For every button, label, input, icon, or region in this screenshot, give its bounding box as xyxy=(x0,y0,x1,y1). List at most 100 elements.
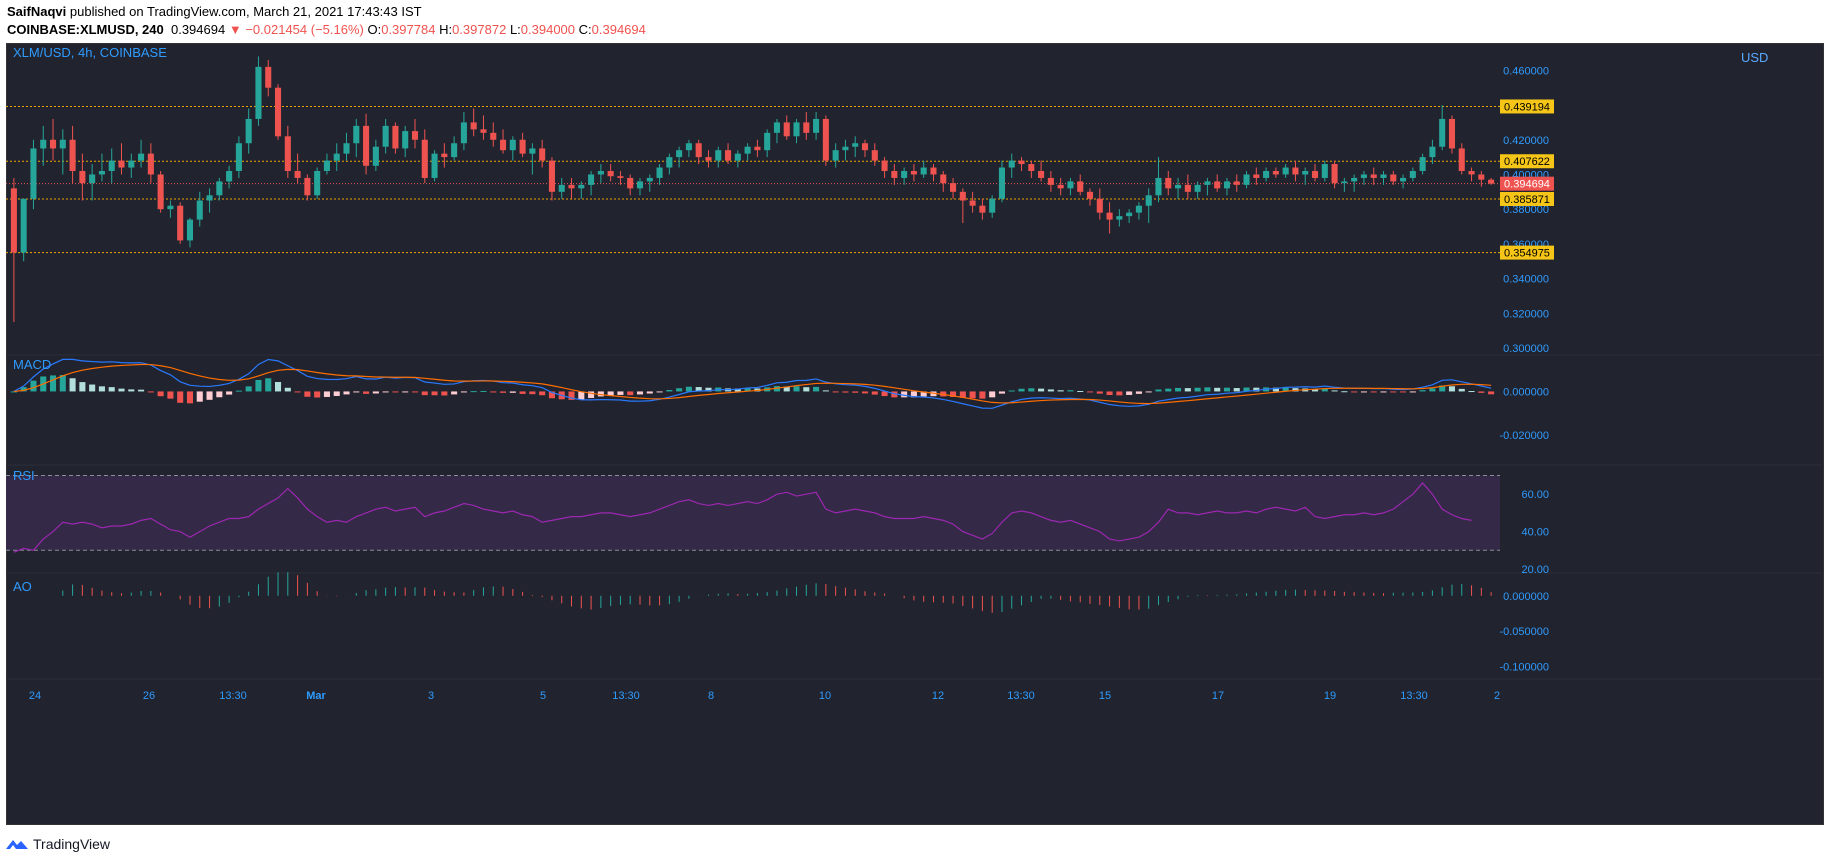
macd-histogram-bar xyxy=(920,391,927,397)
macd-histogram-bar xyxy=(98,386,105,392)
author-name[interactable]: SaifNaqvi xyxy=(7,4,67,19)
candle-body xyxy=(1272,171,1279,175)
currency-unit[interactable]: USD xyxy=(1741,50,1769,65)
candle-body xyxy=(89,174,96,184)
candle-body xyxy=(421,139,428,178)
macd-histogram-bar xyxy=(1439,385,1446,392)
candle-body xyxy=(1165,177,1172,189)
macd-histogram-bar xyxy=(1096,391,1103,394)
macd-histogram-bar xyxy=(773,386,780,392)
candle-body xyxy=(1311,171,1319,178)
macd-histogram-bar xyxy=(881,391,888,397)
candle-body xyxy=(1243,174,1250,185)
macd-histogram-bar xyxy=(1253,387,1260,392)
candle-body xyxy=(1400,177,1407,182)
rsi-title[interactable]: RSI xyxy=(13,468,35,483)
level-price-label: 0.439194 xyxy=(1504,101,1550,113)
chart-title[interactable]: XLM/USD, 4h, COINBASE xyxy=(13,45,167,60)
candle-body xyxy=(1409,171,1416,178)
time-tick-label: 13:30 xyxy=(1007,690,1035,702)
time-tick-label: 10 xyxy=(819,690,831,702)
macd-histogram-bar xyxy=(245,386,252,392)
close-value: 0.394694 xyxy=(591,22,646,37)
level-price-label: 0.407622 xyxy=(1504,156,1550,168)
candle-body xyxy=(98,171,105,175)
candle-body xyxy=(196,200,203,220)
macd-histogram-bar xyxy=(470,391,477,393)
rsi-line xyxy=(13,482,1472,553)
macd-histogram-bar xyxy=(548,391,555,399)
macd-histogram-bar xyxy=(157,391,164,397)
last-price-label: 0.394694 xyxy=(1504,179,1550,191)
macd-histogram-bar xyxy=(186,391,194,404)
candle-body xyxy=(118,160,125,168)
candle-body xyxy=(1390,174,1397,182)
macd-histogram-bar xyxy=(372,391,379,394)
level-price-badge xyxy=(1500,245,1554,260)
macd-histogram-bar xyxy=(500,391,507,393)
macd-histogram-bar xyxy=(79,382,86,392)
candle-body xyxy=(685,143,692,151)
macd-histogram-bar xyxy=(1086,391,1094,393)
candle-body xyxy=(558,184,565,192)
macd-histogram-bar xyxy=(1458,388,1465,392)
candle-body xyxy=(30,148,37,199)
candle-body xyxy=(1360,174,1367,178)
candle-body xyxy=(998,167,1005,199)
candle-body xyxy=(920,167,927,175)
candle-body xyxy=(636,181,644,189)
price-chart[interactable]: 0.4600000.4200000.4000000.3800000.360000… xyxy=(6,43,1822,823)
candle-body xyxy=(1155,177,1162,196)
macd-histogram-bar xyxy=(1429,388,1436,392)
publish-info: published on TradingView.com, March 21, … xyxy=(69,4,422,19)
candle-body xyxy=(529,148,536,154)
time-tick-label: 2 xyxy=(1494,690,1500,702)
candle-body xyxy=(431,153,438,178)
candle-body xyxy=(1184,184,1191,192)
candle-body xyxy=(1439,118,1446,147)
candle-body xyxy=(128,160,135,168)
macd-histogram-bar xyxy=(147,391,154,393)
candle-body xyxy=(1302,171,1309,175)
macd-histogram-bar xyxy=(1370,391,1377,393)
macd-histogram-bar xyxy=(1292,388,1299,392)
candle-body xyxy=(265,66,272,88)
macd-histogram-bar xyxy=(1165,388,1172,392)
candle-body xyxy=(989,198,996,213)
candle-body xyxy=(1282,167,1289,175)
candle-body xyxy=(441,153,448,158)
candle-body xyxy=(1194,184,1201,192)
macd-title[interactable]: MACD xyxy=(13,357,52,372)
candle-body xyxy=(979,205,986,213)
candle-body xyxy=(764,132,771,151)
candle-body xyxy=(1126,212,1133,217)
macd-histogram-bar xyxy=(646,391,653,394)
candle-body xyxy=(578,184,585,189)
time-tick-label: 19 xyxy=(1324,690,1336,702)
price-tick-label: 0.380000 xyxy=(1503,204,1549,216)
macd-histogram-bar xyxy=(1047,389,1054,392)
time-tick-label: Mar xyxy=(306,690,326,702)
candle-body xyxy=(284,136,291,171)
tradingview-brand[interactable]: TradingView xyxy=(33,836,111,852)
macd-histogram-bar xyxy=(411,391,419,393)
candle-body xyxy=(255,66,262,119)
macd-histogram-bar xyxy=(138,389,145,392)
candle-body xyxy=(734,153,741,161)
macd-histogram-bar xyxy=(284,387,291,392)
time-tick-label: 12 xyxy=(932,690,944,702)
candle-body xyxy=(539,148,546,161)
macd-histogram-bar xyxy=(1155,389,1162,392)
symbol-label[interactable]: COINBASE:XLMUSD, 240 xyxy=(7,22,164,37)
candle-body xyxy=(1086,191,1094,199)
candle-body xyxy=(548,160,555,192)
ao-title[interactable]: AO xyxy=(13,579,32,594)
candle-body xyxy=(333,153,340,161)
time-tick-label: 8 xyxy=(708,690,714,702)
candle-body xyxy=(147,153,154,175)
candle-body xyxy=(245,118,252,144)
candle-body xyxy=(1214,181,1221,189)
candle-body xyxy=(235,143,242,171)
macd-histogram-bar xyxy=(1184,388,1191,392)
open-label: O: xyxy=(367,22,382,37)
